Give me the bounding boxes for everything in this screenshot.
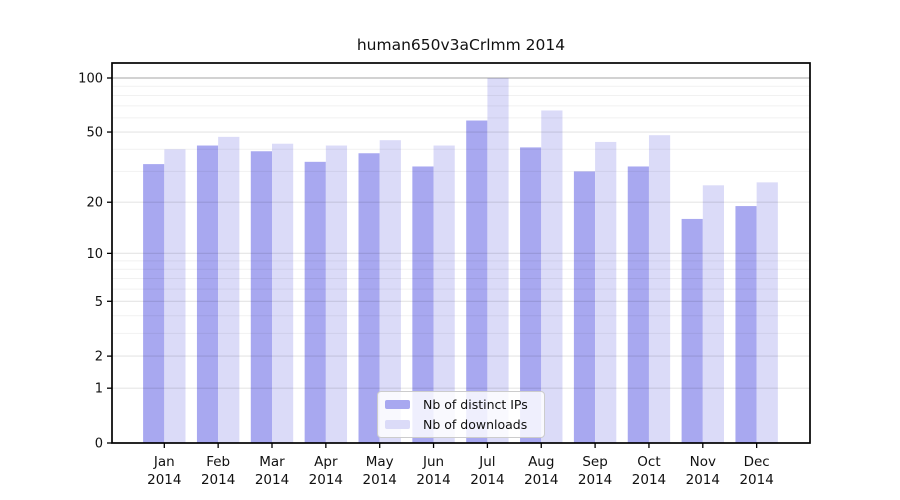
x-tick-label-month: Nov [690, 454, 716, 470]
x-tick-label-year: 2014 [686, 472, 720, 488]
x-tick-label-year: 2014 [416, 472, 450, 488]
bar-downloads-mar [272, 143, 294, 443]
y-tick-label: 10 [86, 247, 103, 262]
bar-downloads-jun [433, 145, 455, 443]
x-tick-label-year: 2014 [309, 472, 343, 488]
x-tick-label-year: 2014 [255, 472, 289, 488]
x-tick-label-month: Aug [528, 454, 554, 470]
bar-downloads-feb [218, 136, 240, 443]
bar-distinct-ips-jul [466, 120, 488, 444]
y-tick-label: 50 [86, 126, 103, 141]
bar-downloads-apr [325, 145, 348, 443]
x-tick-label-year: 2014 [524, 472, 558, 488]
bar-downloads-dec [756, 182, 778, 443]
x-tick-label-year: 2014 [578, 472, 612, 488]
legend-item-downloads: Nb of downloads [385, 417, 544, 432]
bar-distinct-ips-jan [143, 164, 165, 444]
chart-title: human650v3aCrlmm 2014 [356, 36, 566, 54]
y-tick-label: 0 [95, 437, 103, 452]
x-tick-label-year: 2014 [363, 472, 397, 488]
y-tick-label: 2 [95, 350, 103, 365]
legend: Nb of distinct IPs Nb of downloads [377, 391, 545, 438]
bar-downloads-jul [487, 78, 509, 443]
x-tick-label-year: 2014 [739, 472, 773, 488]
legend-item-distinct-ips: Nb of distinct IPs [385, 397, 544, 412]
bar-downloads-sep [595, 141, 617, 443]
x-tick-label-month: May [366, 454, 394, 470]
distinct-ips-swatch-icon [385, 400, 410, 409]
downloads-swatch-icon [385, 420, 410, 429]
bar-distinct-ips-feb [196, 145, 219, 443]
bar-distinct-ips-may [358, 153, 380, 443]
x-tick-label-year: 2014 [147, 472, 181, 488]
bar-distinct-ips-jun [412, 166, 434, 443]
bar-distinct-ips-dec [735, 206, 757, 443]
x-tick-label-month: Sep [582, 454, 607, 470]
legend-label-downloads: Nb of downloads [423, 417, 528, 432]
bar-downloads-aug [541, 110, 563, 444]
x-tick-label-month: Jan [153, 454, 175, 470]
bar-distinct-ips-aug [520, 147, 542, 443]
x-tick-label-year: 2014 [470, 472, 504, 488]
bar-distinct-ips-nov [681, 218, 703, 443]
bar-distinct-ips-apr [304, 161, 326, 443]
x-tick-label-month: Oct [637, 454, 660, 470]
bar-downloads-oct [648, 135, 671, 443]
bar-distinct-ips-mar [250, 151, 272, 443]
x-tick-label-month: Dec [744, 454, 770, 470]
y-tick-label: 5 [95, 295, 103, 310]
x-tick-label-month: Jul [478, 454, 495, 470]
bar-distinct-ips-oct [627, 166, 649, 443]
bar-downloads-may [379, 140, 401, 443]
bar-downloads-jan [164, 149, 186, 444]
x-tick-label-month: Mar [259, 454, 285, 470]
x-tick-label-month: Feb [206, 454, 230, 470]
x-tick-label-year: 2014 [632, 472, 666, 488]
y-tick-label: 100 [78, 72, 103, 87]
y-tick-label: 20 [86, 196, 103, 211]
bar-distinct-ips-sep [573, 171, 596, 443]
legend-label-distinct-ips: Nb of distinct IPs [423, 397, 528, 412]
y-tick-label: 1 [95, 382, 103, 397]
x-tick-label-month: Apr [314, 454, 338, 470]
bar-downloads-nov [702, 185, 724, 443]
x-tick-label-month: Jun [422, 454, 444, 470]
x-tick-label-year: 2014 [201, 472, 235, 488]
